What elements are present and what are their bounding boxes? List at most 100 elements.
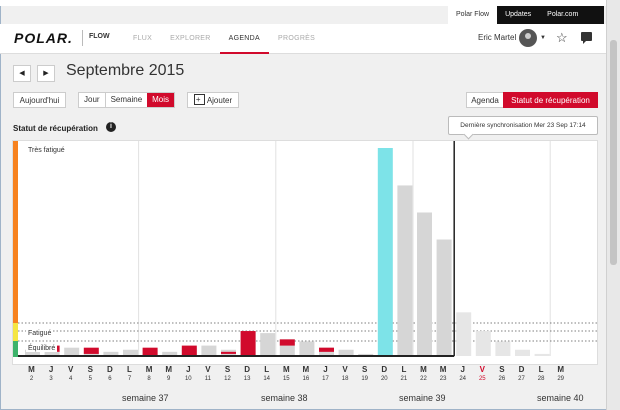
nav-agenda[interactable]: AGENDA [219,24,270,54]
x-tick-number: 14 [263,376,271,382]
x-tick-letter: L [538,365,544,374]
x-tick-letter: D [381,365,388,374]
bar-segment-M-8 [142,347,158,356]
add-button[interactable]: Ajouter [187,92,239,108]
view-month-button[interactable]: Mois [147,93,175,107]
next-month-button[interactable]: ▶ [37,65,55,82]
recovery-chart: Très fatigué Fatigué Équilibré [12,140,598,365]
x-tick-letter: D [244,365,250,374]
x-tick-number: 8 [147,376,151,382]
bar-M-2 [25,349,40,356]
x-tick-number: 22 [420,376,427,382]
agenda-button[interactable]: Agenda [466,92,504,108]
bar-V-4 [64,347,80,356]
bar-M-16 [299,341,315,356]
recovery-status-button[interactable]: Statut de récupération [503,92,598,108]
message-icon[interactable] [581,32,592,44]
x-tick-number: 5 [88,376,92,382]
x-tick-number: 17 [322,376,329,382]
bar-D-6 [103,351,119,356]
zone-label-equilibre: Équilibré [26,345,58,352]
x-tick-letter: J [460,365,465,374]
month-title: Septembre 2015 [66,62,185,79]
x-tick-letter: S [499,365,505,374]
user-name[interactable]: Eric Martel [478,33,517,42]
scrollbar[interactable] [606,0,620,410]
nav-explorer[interactable]: EXPLORER [170,35,211,42]
chart-canvas [13,141,597,357]
sync-tooltip: Dernière synchronisation Mer 23 Sep 17:1… [448,116,598,135]
bar-V-18 [338,349,354,356]
section-title: Statut de récupération [13,124,98,133]
x-tick-number: 11 [204,376,211,382]
nav-progres[interactable]: PROGRÈS [278,35,316,42]
x-tick-letter: M [557,365,565,374]
info-icon[interactable]: i [106,122,116,132]
zone-label-fatigue: Fatigué [26,330,54,337]
x-tick-number: 21 [400,376,408,382]
star-icon[interactable]: ☆ [556,30,568,45]
x-tick-number: 28 [537,376,545,382]
x-tick-number: 20 [380,376,388,382]
bar-segment-S-5 [83,347,99,354]
x-tick-letter: M [420,365,427,374]
x-tick-letter: S [224,365,231,374]
x-tick-letter: L [127,365,132,374]
zone-stripe-tres-fatigue [13,141,18,323]
x-tick-number: 16 [302,376,310,382]
bar-M-22 [417,212,432,356]
x-tick-number: 3 [49,376,53,382]
view-day-button[interactable]: Jour [84,95,100,104]
top-link-polar-flow[interactable]: Polar Flow [448,6,498,24]
x-tick-number: 9 [167,376,171,382]
today-button[interactable]: Aujourd'hui [13,92,66,108]
x-tick-number: 27 [518,376,525,382]
bar-L-14 [260,333,276,356]
x-tick-number: 15 [282,376,290,382]
x-tick-number: 2 [29,376,34,382]
x-tick-number: 25 [478,376,486,382]
x-tick-number: 24 [459,376,467,382]
flow-label: FLOW [89,33,110,40]
zone-label-tres-fatigue: Très fatigué [26,147,67,154]
x-tick-number: 4 [69,376,73,382]
x-tick-number: 7 [127,376,132,382]
nav-flux[interactable]: FLUX [133,35,153,42]
x-axis: M 2 J 3 V 4 S 5 D 6 L 7 M 8 M 9 J 10 V 11 S 12 D 13 L 14 M 15 M 16 J 17… [12,365,598,410]
week-label: semaine 39 [399,393,446,403]
view-week-button[interactable]: Semaine [110,95,143,104]
x-tick-letter: V [68,365,74,374]
top-strip [0,0,620,6]
x-tick-letter: V [205,365,211,374]
bar-M-23 [436,239,452,356]
bar-segment-M-15 [279,339,295,346]
chevron-down-icon[interactable]: ▼ [540,35,546,41]
top-links: Polar Flow Updates Polar.com [448,6,604,24]
x-tick-letter: J [48,365,54,374]
x-tick-letter: J [186,365,191,374]
x-tick-letter: M [28,365,35,374]
avatar[interactable] [519,29,537,47]
x-tick-number: 18 [341,376,349,382]
top-link-updates[interactable]: Updates [505,11,532,18]
x-tick-number: 29 [557,376,565,382]
x-tick-letter: L [264,365,270,374]
x-tick-letter: J [323,365,328,374]
prev-month-button[interactable]: ◀ [13,65,31,82]
x-tick-letter: M [302,365,310,374]
x-tick-number: 10 [184,376,192,382]
top-link-polar-com[interactable]: Polar.com [547,11,579,18]
main-nav: FLUX EXPLORER AGENDA PROGRÈS [124,24,324,54]
x-tick-letter: M [439,365,447,374]
bar-segment-J-10 [181,345,197,356]
bar-V-11 [201,345,217,356]
scrollbar-thumb[interactable] [610,40,617,265]
bar-L-21 [397,185,413,356]
bar-segment-J-17 [319,347,334,352]
x-tick-letter: M [145,365,153,374]
bar-J-24 [456,312,472,356]
logo-divider [82,30,83,46]
polar-logo[interactable]: POLAR. [14,30,73,46]
bar-L-7 [123,349,138,356]
x-tick-letter: V [342,365,348,374]
